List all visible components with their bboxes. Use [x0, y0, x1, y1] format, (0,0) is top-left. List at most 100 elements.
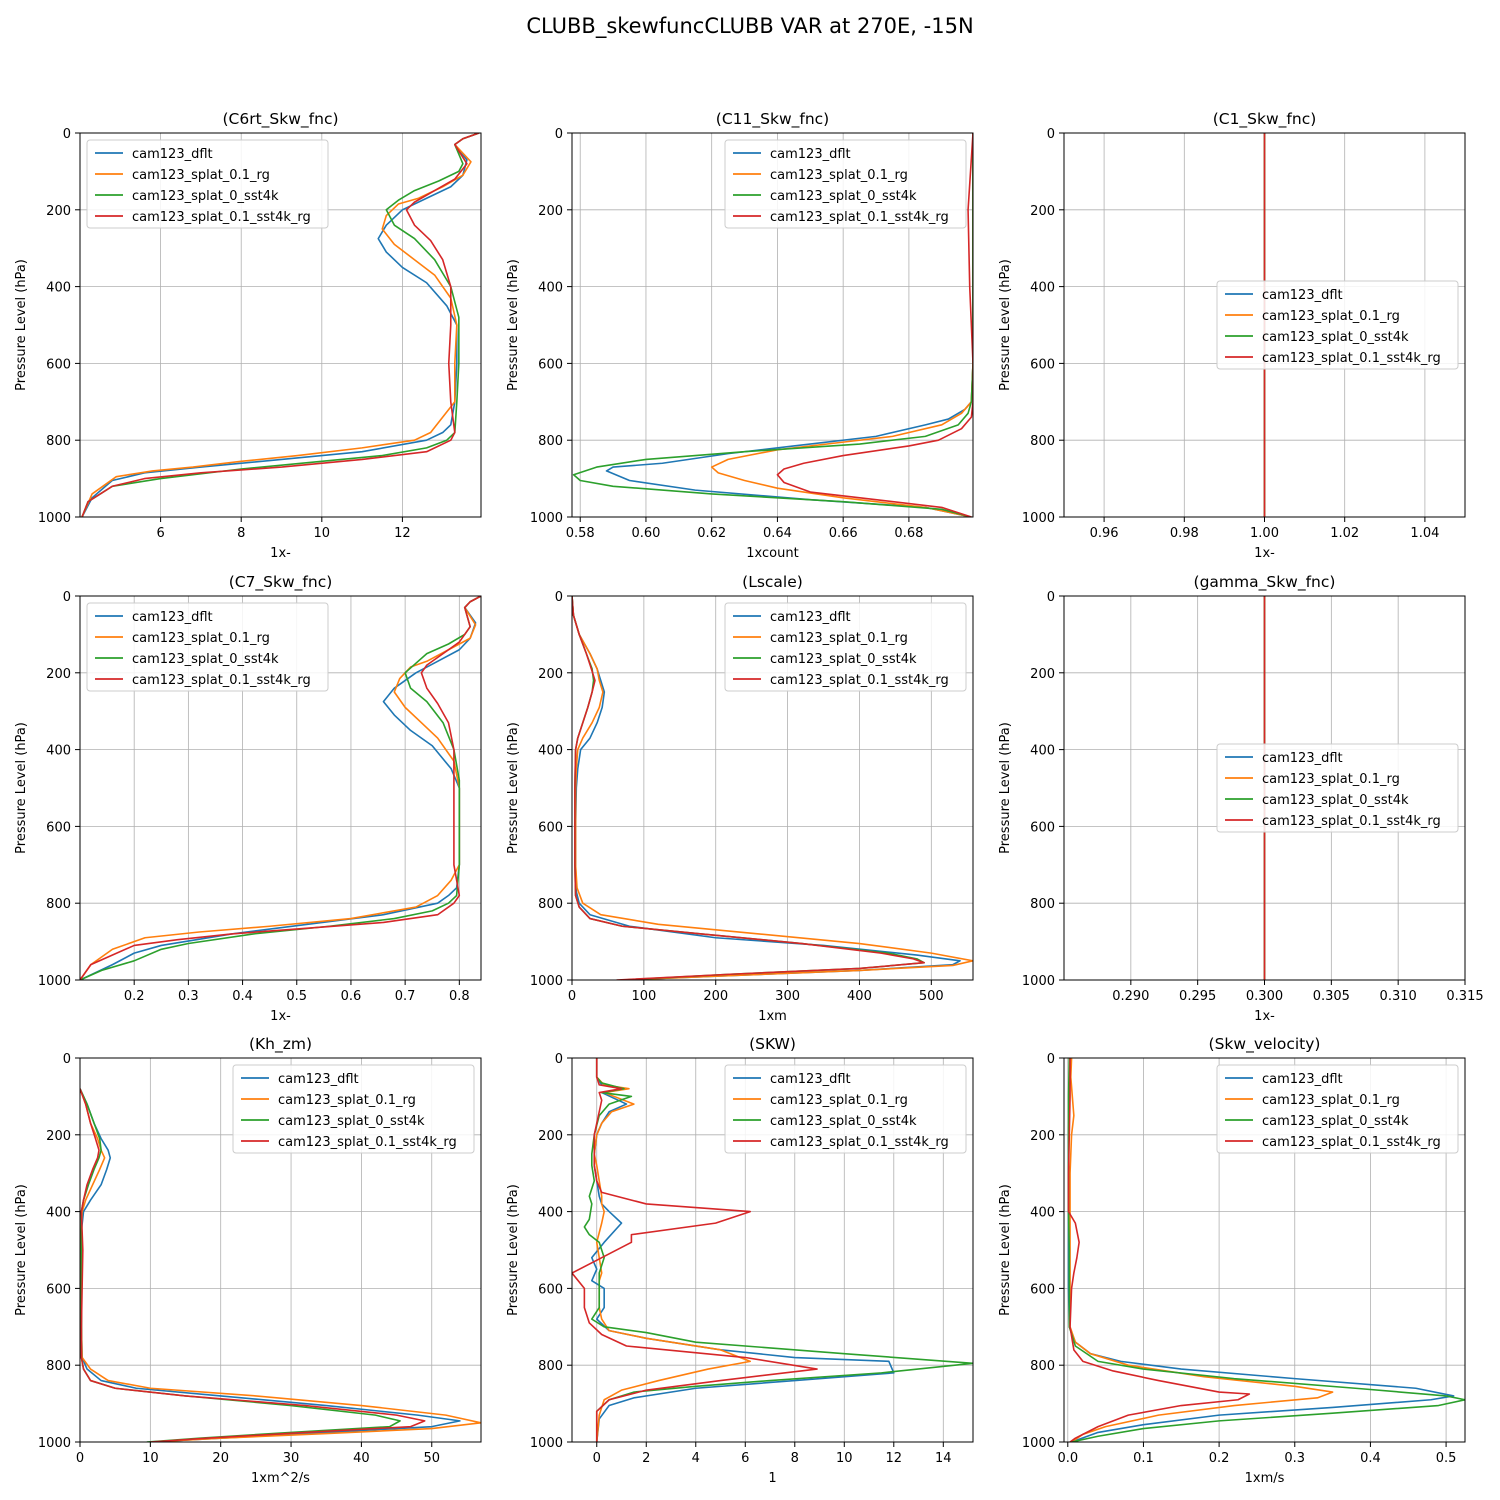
- axes-frame: [571, 595, 974, 981]
- subplot-7: 0 10 20 30 40 50 0 200 400 600 800 1000 (Kh_zm) 1xm^2…: [14, 1035, 482, 1486]
- legend-label: cam123_splat_0.1_sst4k_rg: [132, 673, 311, 688]
- series-line-4: [572, 1058, 818, 1442]
- x-axis-label: 1x-: [270, 1009, 291, 1024]
- legend-label: cam123_splat_0.1_rg: [278, 1093, 416, 1108]
- y-tick-label: 0: [555, 1052, 563, 1067]
- legend-label: cam123_dflt: [1262, 751, 1343, 766]
- y-tick-label: 800: [46, 1359, 71, 1374]
- y-tick-label: 1000: [38, 1436, 71, 1451]
- y-tick-label: 400: [46, 1206, 71, 1221]
- legend-label: cam123_splat_0_sst4k: [132, 189, 279, 204]
- x-tick-label: 300: [775, 989, 800, 1004]
- x-tick-label: 0.2: [1209, 1451, 1230, 1466]
- y-tick-label: 0: [63, 1052, 71, 1067]
- legend-label: cam123_splat_0.1_rg: [770, 631, 908, 646]
- x-tick-label: 2: [642, 1451, 650, 1466]
- x-tick-label: 0.5: [286, 989, 307, 1004]
- x-axis-label: 1: [768, 1471, 776, 1486]
- y-tick-label: 200: [538, 1129, 563, 1144]
- x-tick-label: 0.66: [829, 526, 858, 541]
- subplot-title: (C6rt_Skw_fnc): [222, 110, 338, 129]
- y-tick-label: 0: [1047, 1052, 1055, 1067]
- axes-frame: [571, 132, 974, 518]
- axes-frame: [79, 595, 482, 981]
- y-tick-label: 0: [1047, 127, 1055, 142]
- y-tick-label: 200: [46, 667, 71, 682]
- x-tick-label: 0.4: [232, 989, 253, 1004]
- y-tick-label: 200: [46, 204, 71, 219]
- y-tick-label: 400: [1030, 744, 1055, 759]
- y-tick-label: 0: [63, 590, 71, 605]
- y-tick-label: 200: [1030, 204, 1055, 219]
- x-axis-label: 1x-: [1254, 1009, 1275, 1024]
- legend-label: cam123_splat_0.1_sst4k_rg: [770, 673, 949, 688]
- y-axis-label: Pressure Level (hPa): [14, 1184, 29, 1316]
- y-tick-label: 800: [46, 434, 71, 449]
- x-tick-label: 200: [703, 989, 728, 1004]
- x-tick-label: 0.5: [1436, 1451, 1457, 1466]
- legend-label: cam123_splat_0.1_rg: [1262, 772, 1400, 787]
- subplot-title: (gamma_Skw_fnc): [1194, 573, 1336, 592]
- x-tick-label: 0.7: [395, 989, 416, 1004]
- legend-box: [86, 139, 329, 229]
- x-tick-label: 100: [631, 989, 656, 1004]
- y-tick-label: 200: [1030, 667, 1055, 682]
- x-tick-label: 0.4: [1360, 1451, 1381, 1466]
- y-tick-label: 800: [538, 897, 563, 912]
- legend-box: [724, 602, 967, 692]
- y-tick-label: 1000: [1022, 974, 1055, 989]
- x-tick-label: 30: [283, 1451, 300, 1466]
- y-tick-label: 0: [555, 590, 563, 605]
- legend-box: [1216, 280, 1459, 370]
- series-line-3: [583, 1058, 973, 1442]
- legend-label: cam123_splat_0.1_sst4k_rg: [1262, 351, 1441, 366]
- y-tick-label: 200: [538, 204, 563, 219]
- series-line-3: [81, 133, 480, 517]
- x-tick-label: 0.68: [894, 526, 923, 541]
- axes-frame: [1063, 1057, 1466, 1443]
- x-tick-label: 0.290: [1112, 989, 1149, 1004]
- x-tick-label: 0.2: [124, 989, 145, 1004]
- y-tick-label: 400: [538, 744, 563, 759]
- legend-box: [724, 1064, 967, 1154]
- x-tick-label: 0.300: [1246, 989, 1283, 1004]
- legend-label: cam123_dflt: [770, 610, 851, 625]
- y-tick-label: 800: [46, 897, 71, 912]
- legend-label: cam123_splat_0.1_sst4k_rg: [770, 1135, 949, 1150]
- series-line-4: [81, 133, 480, 517]
- y-tick-label: 1000: [38, 511, 71, 526]
- y-tick-label: 0: [1047, 590, 1055, 605]
- legend-label: cam123_splat_0.1_rg: [1262, 309, 1400, 324]
- x-axis-label: 1xcount: [746, 546, 798, 561]
- series-line-1: [591, 1058, 895, 1442]
- legend-label: cam123_dflt: [132, 147, 213, 162]
- x-tick-label: 0.8: [449, 989, 470, 1004]
- legend-label: cam123_dflt: [278, 1072, 359, 1087]
- y-tick-label: 600: [538, 1282, 563, 1297]
- legend-label: cam123_dflt: [770, 147, 851, 162]
- x-tick-label: 1.02: [1330, 526, 1359, 541]
- x-axis-label: 1x-: [270, 546, 291, 561]
- x-tick-label: 14: [935, 1451, 952, 1466]
- x-tick-label: 0.64: [763, 526, 792, 541]
- legend-label: cam123_splat_0.1_rg: [132, 168, 270, 183]
- x-tick-label: 40: [353, 1451, 370, 1466]
- series-line-1: [81, 133, 480, 517]
- x-tick-label: 4: [692, 1451, 700, 1466]
- legend-label: cam123_splat_0_sst4k: [770, 1114, 917, 1129]
- axes-frame: [79, 1057, 482, 1443]
- legend-label: cam123_splat_0_sst4k: [770, 189, 917, 204]
- legend-box: [724, 139, 967, 229]
- y-tick-label: 600: [538, 820, 563, 835]
- x-tick-label: 50: [423, 1451, 440, 1466]
- y-tick-label: 1000: [38, 974, 71, 989]
- y-tick-label: 400: [46, 281, 71, 296]
- legend: cam123_dflt cam123_splat_0.1_rg cam123_spl…: [1216, 743, 1459, 833]
- legend-box: [1216, 743, 1459, 833]
- figure-title: CLUBB_skewfuncCLUBB VAR at 270E, -15N: [526, 14, 974, 38]
- legend-label: cam123_splat_0_sst4k: [1262, 1114, 1409, 1129]
- x-tick-label: 400: [847, 989, 872, 1004]
- y-tick-label: 600: [46, 820, 71, 835]
- y-tick-label: 800: [1030, 1359, 1055, 1374]
